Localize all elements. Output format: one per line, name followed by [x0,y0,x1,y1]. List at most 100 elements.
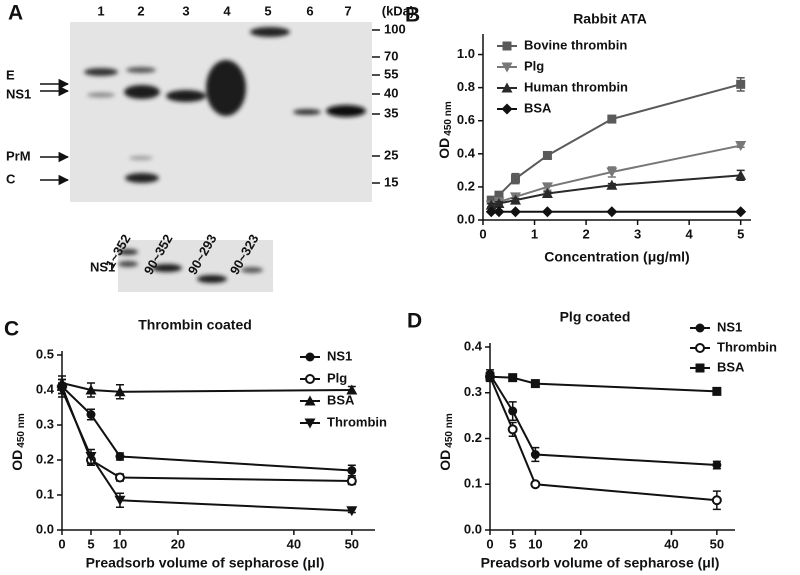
y-tick-label: 1.0 [457,46,475,61]
x-tick-label: 1 [531,226,538,241]
point [501,82,513,93]
point [530,479,541,490]
point [541,182,553,193]
series-line [61,389,352,512]
y-axis-title-sub: 450 nm [16,413,27,448]
y-axis-title-sub: 450 nm [444,413,455,448]
point [508,406,518,416]
y-axis-title-main: OD [9,450,25,471]
point [695,323,705,333]
y-axis-title: OD 450 nm [437,413,455,471]
point [86,410,96,419]
point [509,194,521,205]
y-tick-label: 0.6 [457,112,475,127]
x-axis-title: Preadsorb volume of sepharose (μl) [481,555,720,571]
point [304,418,316,429]
x-tick-label: 5 [737,226,744,241]
x-tick-label: 20 [171,536,185,551]
point [508,373,518,383]
point [695,343,705,353]
point [346,476,357,486]
legend-label: BSA [327,392,355,407]
legend-label: Bovine thrombin [524,37,627,52]
band-label: PrM [6,148,31,163]
series-line [489,376,717,502]
point [542,150,552,160]
x-tick-label: 50 [345,536,359,551]
point [85,452,97,462]
point [530,379,540,389]
series-line [489,375,717,393]
x-tick-label: 5 [509,536,516,551]
point [711,495,722,506]
x-tick-label: 40 [287,536,301,551]
point [485,206,497,218]
point [606,167,618,178]
panel-letter: B [405,4,420,27]
kda-marker: 40 [384,85,398,100]
chart-title: Thrombin coated [138,317,252,333]
x-tick-label: 0 [479,226,486,241]
lane-number: 4 [223,3,231,18]
y-axis-title-main: OD [436,138,452,159]
point [494,190,504,200]
point [606,206,618,218]
panel-letter: A [8,2,23,25]
x-tick-label: 10 [113,536,127,551]
band-label: NS1 [6,86,31,101]
lane-number: 7 [344,3,351,18]
point [502,41,512,51]
point [485,372,495,382]
point [501,103,513,115]
legend-label: Thrombin [717,339,777,354]
x-axis-title: Concentration (μg/ml) [544,249,689,265]
series-line [490,144,741,207]
legend-label: Thrombin [327,414,387,429]
x-tick-label: 0 [58,536,65,551]
blot-bands [84,27,366,183]
y-tick-label: 0.1 [36,486,54,501]
point [56,385,68,396]
point [114,386,126,397]
point [507,424,518,435]
blot-membrane [118,240,273,292]
y-axis-title: OD 450 nm [436,101,454,159]
legend-label: NS1 [717,319,742,334]
y-tick-label: 0.4 [464,338,483,353]
series-line [489,373,717,467]
point [606,179,618,190]
y-tick-label: 0.2 [457,178,475,193]
point [346,506,358,517]
lower-blot-label: NS1 [90,259,115,274]
panel-letter: D [407,310,422,333]
point [509,206,521,218]
kda-marker: 15 [384,174,398,189]
y-tick-label: 0.5 [36,346,54,361]
series-line [491,174,741,207]
chart-title: Plg coated [560,309,631,325]
y-axis-title-sub: 450 nm [443,101,454,136]
point [347,466,357,475]
x-tick-label: 40 [664,536,678,551]
band-label: E [6,67,15,82]
point [346,384,358,395]
point [530,450,540,460]
y-tick-label: 0.2 [36,451,54,466]
point [493,197,505,208]
y-tick-label: 0.0 [457,211,475,226]
lane-number: 2 [137,3,144,18]
point [493,206,505,218]
legend-label: BSA [524,100,552,115]
blot-bands [118,249,263,283]
point [735,141,747,152]
legend-label: BSA [717,359,745,374]
unit-label: (kDa) [382,3,415,18]
x-tick-label: 20 [574,536,588,551]
legend-label: NS1 [327,348,352,363]
y-tick-label: 0.2 [464,430,482,445]
x-tick-label: 2 [582,226,589,241]
y-tick-label: 0.0 [464,521,482,536]
legend-label: Human thrombin [524,79,628,94]
y-tick-label: 0.8 [457,79,475,94]
